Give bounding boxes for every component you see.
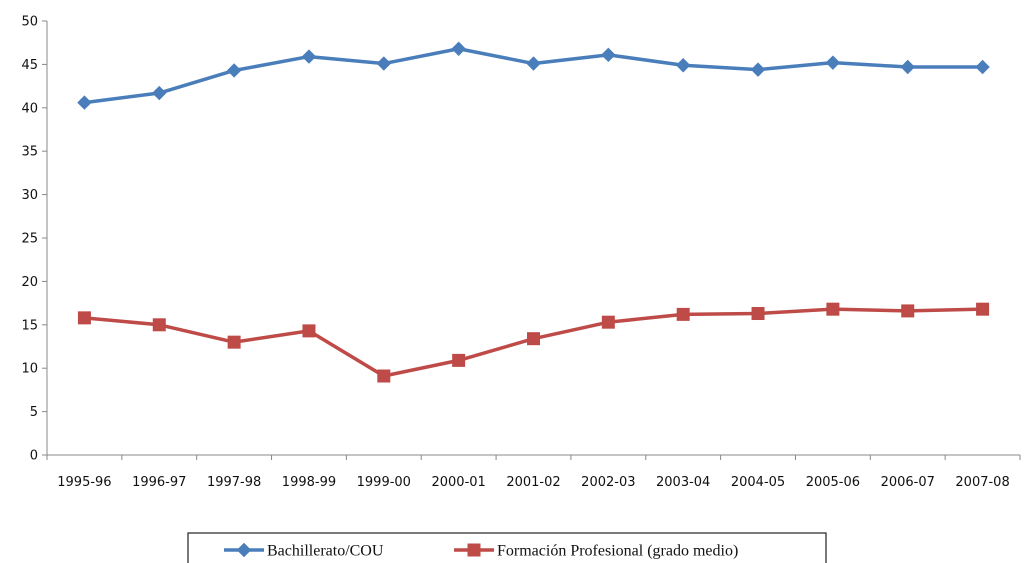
x-axis-ticks: 1995-96 1996-97 1997-98 1998-99 1999-00 2000-… bbox=[46, 455, 1021, 490]
data-point bbox=[152, 318, 166, 332]
chart-axes bbox=[46, 21, 1020, 456]
y-tick-label: 10 bbox=[21, 362, 38, 377]
y-tick-label: 20 bbox=[21, 275, 38, 290]
data-point bbox=[227, 335, 241, 349]
x-tick-label: 1997-98 bbox=[207, 475, 261, 490]
legend-swatch-marker bbox=[236, 542, 252, 558]
data-point bbox=[527, 332, 540, 346]
legend-item-1: Formación Profesional (grado medio) bbox=[454, 543, 738, 560]
x-tick-label: 1996-97 bbox=[132, 475, 186, 490]
y-tick-label: 45 bbox=[21, 58, 38, 73]
data-point bbox=[377, 369, 391, 383]
data-point bbox=[975, 59, 990, 75]
x-tick-label: 1999-00 bbox=[357, 475, 411, 490]
x-tick-label: 2002-03 bbox=[581, 475, 635, 490]
chart-series bbox=[77, 41, 990, 383]
data-point bbox=[675, 58, 691, 73]
series-0 bbox=[77, 41, 990, 110]
data-point bbox=[376, 56, 392, 71]
y-tick-label: 0 bbox=[30, 449, 38, 464]
data-point bbox=[302, 324, 316, 338]
legend-swatch-marker bbox=[467, 543, 481, 557]
y-tick-label: 40 bbox=[21, 101, 38, 116]
y-tick-label: 5 bbox=[30, 405, 38, 420]
legend-label: Bachillerato/COU bbox=[267, 543, 384, 560]
data-point bbox=[226, 63, 242, 78]
data-point bbox=[825, 55, 841, 70]
y-tick-label: 15 bbox=[21, 318, 38, 333]
data-point bbox=[77, 95, 92, 110]
legend-box bbox=[187, 532, 827, 563]
data-point bbox=[77, 311, 91, 325]
y-tick-label: 50 bbox=[21, 15, 38, 30]
x-tick-label: 2007-08 bbox=[955, 475, 1009, 490]
series-1 bbox=[77, 302, 990, 383]
x-tick-label: 1995-96 bbox=[57, 475, 111, 490]
data-point bbox=[526, 56, 541, 71]
y-axis-ticks: 0 5 10 15 20 25 30 35 40 45 50 bbox=[21, 15, 47, 464]
y-tick-label: 30 bbox=[21, 188, 38, 203]
data-point bbox=[900, 59, 915, 75]
data-point bbox=[301, 49, 317, 64]
data-point bbox=[601, 47, 616, 63]
legend-item-0: Bachillerato/COU bbox=[224, 543, 384, 560]
data-point bbox=[676, 307, 690, 321]
data-point bbox=[452, 353, 466, 367]
x-tick-label: 2003-04 bbox=[656, 475, 710, 490]
x-tick-label: 2000-01 bbox=[431, 475, 485, 490]
data-point bbox=[152, 85, 167, 101]
x-tick-label: 2001-02 bbox=[506, 475, 560, 490]
data-point bbox=[601, 315, 615, 329]
y-tick-label: 25 bbox=[21, 232, 38, 247]
data-point bbox=[451, 41, 466, 56]
data-point bbox=[901, 304, 915, 318]
x-tick-label: 2006-07 bbox=[881, 475, 935, 490]
data-point bbox=[976, 302, 990, 316]
x-tick-label: 2004-05 bbox=[731, 475, 785, 490]
x-tick-label: 1998-99 bbox=[282, 475, 336, 490]
data-point bbox=[750, 62, 766, 77]
legend-label: Formación Profesional (grado medio) bbox=[497, 543, 738, 560]
y-tick-label: 35 bbox=[21, 145, 38, 160]
data-point bbox=[826, 302, 840, 316]
x-tick-label: 2005-06 bbox=[806, 475, 860, 490]
chart-legend: Bachillerato/COU Formación Profesional (g… bbox=[187, 532, 827, 563]
data-point bbox=[751, 307, 765, 321]
